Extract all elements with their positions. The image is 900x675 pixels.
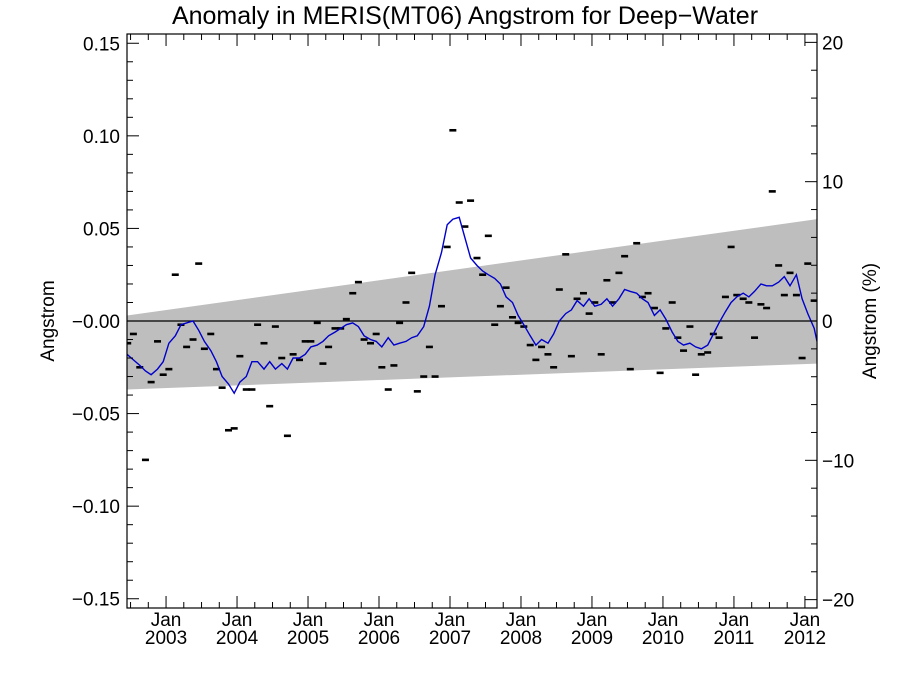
y-tick-label-right: 10 [822, 173, 843, 194]
x-tick-label-year: 2011 [714, 628, 755, 649]
x-tick-label-year: 2005 [287, 628, 329, 649]
x-tick-label-month: Jan [151, 610, 182, 631]
y-tick-label-right: 0 [822, 312, 833, 333]
x-tick-label-month: Jan [506, 610, 537, 631]
x-tick-label-month: Jan [648, 610, 679, 631]
x-tick-label-year: 2010 [642, 628, 684, 649]
plot-area [127, 128, 817, 462]
y-tick-label-left: −0.10 [72, 497, 120, 518]
x-tick-label-year: 2012 [784, 628, 826, 649]
x-tick-label-year: 2007 [429, 628, 471, 649]
y-tick-label-left: −0.05 [72, 405, 120, 426]
x-tick-label-month: Jan [293, 610, 324, 631]
x-tick-label-month: Jan [364, 610, 395, 631]
y-tick-label-right: −10 [822, 451, 854, 472]
series-line-smoothed [127, 216, 817, 395]
x-tick-label-month: Jan [222, 610, 253, 631]
x-tick-label-month: Jan [577, 610, 608, 631]
y-tick-label-left: −0.15 [72, 590, 120, 611]
y-axis-label-right: Angstrom (%) [860, 263, 881, 379]
y-tick-label-left: 0.15 [83, 34, 120, 55]
y-tick-label-right: 20 [822, 33, 843, 54]
x-tick-label-month: Jan [719, 610, 750, 631]
y-tick-label-left: 0.05 [83, 219, 120, 240]
trend-band [127, 219, 817, 390]
x-tick-label-year: 2003 [145, 628, 187, 649]
axes: 0.150.100.05−0.00−0.05−0.10−0.1520100−10… [72, 33, 854, 649]
x-tick-label-year: 2008 [500, 628, 542, 649]
y-tick-label-left: −0.00 [72, 312, 120, 333]
x-tick-label-year: 2009 [571, 628, 613, 649]
plot-content [127, 128, 817, 462]
x-tick-label-year: 2004 [216, 628, 259, 649]
y-tick-label-right: −20 [822, 591, 854, 612]
y-tick-label-left: 0.10 [83, 127, 120, 148]
x-tick-label-month: Jan [435, 610, 466, 631]
chart-title: Anomaly in MERIS(MT06) Angstrom for Deep… [172, 2, 758, 30]
x-tick-label-month: Jan [790, 610, 821, 631]
x-tick-label-year: 2006 [358, 628, 400, 649]
y-axis-label-left: Angstrom [38, 280, 59, 361]
